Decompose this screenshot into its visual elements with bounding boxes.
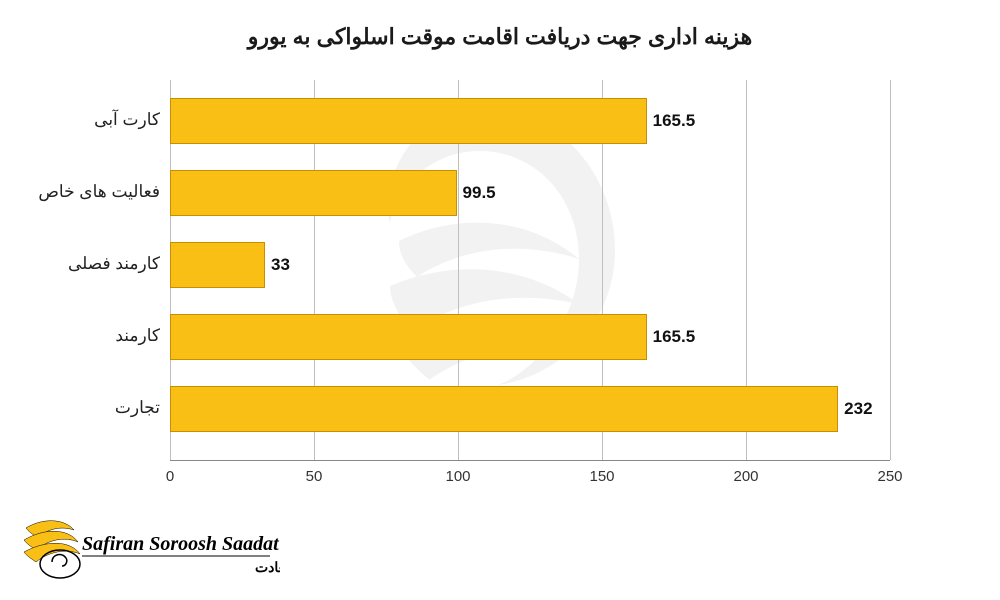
bar-value-label: 165.5 <box>653 327 696 347</box>
bar <box>170 314 647 360</box>
category-label: فعالیت های خاص <box>10 182 160 202</box>
x-tick: 50 <box>306 468 323 485</box>
category-label: تجارت <box>10 398 160 418</box>
category-label: کارمند فصلی <box>10 254 160 274</box>
x-axis <box>170 460 890 461</box>
logo-text-farsi: سفیران سروش سعادت <box>255 559 280 576</box>
x-tick: 150 <box>589 468 614 485</box>
bar-value-label: 33 <box>271 255 290 275</box>
bar-value-label: 232 <box>844 399 872 419</box>
x-tick: 200 <box>733 468 758 485</box>
x-tick: 250 <box>877 468 902 485</box>
bar <box>170 98 647 144</box>
x-tick: 100 <box>445 468 470 485</box>
x-tick: 0 <box>166 468 174 485</box>
brand-logo: Safiran Soroosh Saadat سفیران سروش سعادت <box>20 510 280 590</box>
logo-text-english: Safiran Soroosh Saadat <box>82 533 280 555</box>
chart-title: هزینه اداری جهت دریافت اقامت موقت اسلواک… <box>0 24 1000 50</box>
bar <box>170 170 457 216</box>
category-label: کارت آبی <box>10 110 160 130</box>
bar <box>170 386 838 432</box>
bar <box>170 242 265 288</box>
gridline <box>890 80 891 460</box>
chart-container: هزینه اداری جهت دریافت اقامت موقت اسلواک… <box>0 0 1000 600</box>
plot-area: 165.5 99.5 33 165.5 232 <box>170 80 890 460</box>
bar-value-label: 165.5 <box>653 111 696 131</box>
category-label: کارمند <box>10 326 160 346</box>
bar-value-label: 99.5 <box>463 183 496 203</box>
